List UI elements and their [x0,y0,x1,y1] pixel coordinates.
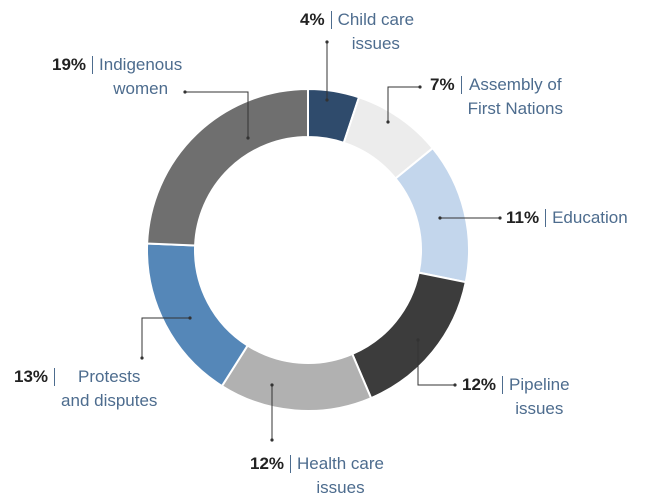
category-label: Pipeline issues [509,375,570,418]
donut-slice [146,242,249,388]
donut-slice [220,344,373,412]
value-label: 7% [430,75,455,94]
leader-dot [498,216,502,220]
slice-label: 12% Health care issues [250,452,384,500]
slice-label: 19% Indigenous women [52,53,182,101]
donut-slice [146,87,309,247]
separator [460,76,462,94]
separator [54,368,56,386]
separator [545,209,547,227]
leader-dot [325,40,329,44]
slice-label: 4% Child care issues [300,8,414,56]
leader-dot [188,316,192,320]
value-label: 12% [462,375,497,394]
value-label: 13% [14,367,49,386]
value-label: 19% [52,55,87,74]
leader-dot [438,216,442,220]
leader-line [185,91,249,138]
leader-dot [416,338,420,342]
separator [92,56,94,74]
leader-line [141,317,190,358]
leader-line [387,86,420,122]
category-label: Protests and disputes [61,367,158,410]
category-label: Education [552,208,628,227]
leader-line [417,340,455,386]
leader-dot [325,98,329,102]
value-label: 12% [250,454,285,473]
leader-dot [418,85,422,89]
category-label: Child care issues [337,10,415,53]
slice-label: 13% Protests and disputes [14,365,157,413]
leader-dot [140,356,144,360]
slice-label: 12% Pipeline issues [462,373,570,421]
slice-label: 11% Education [506,206,628,230]
leader-dot [270,383,274,387]
category-label: Assembly of First Nations [467,75,563,118]
leader-dot [246,136,250,140]
donut-slice [394,146,470,284]
category-label: Indigenous women [99,55,183,98]
separator [330,11,332,29]
separator [290,455,292,473]
donut-slice [350,271,467,400]
category-label: Health care issues [297,454,384,497]
leader-dot [386,120,390,124]
leader-dot [183,90,187,94]
value-label: 4% [300,10,325,29]
slice-label: 7% Assembly of First Nations [430,73,563,121]
separator [502,376,504,394]
leader-dot [453,383,457,387]
leader-dot [270,438,274,442]
value-label: 11% [506,208,540,227]
